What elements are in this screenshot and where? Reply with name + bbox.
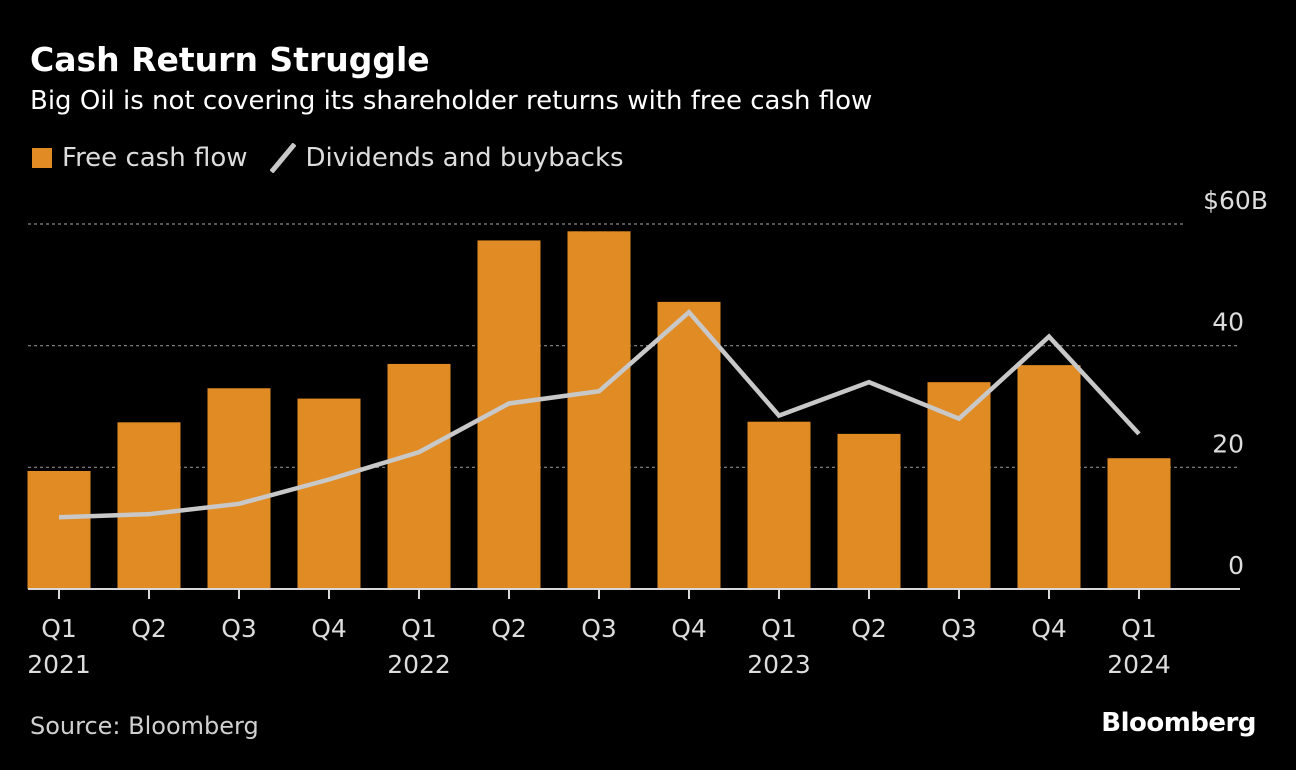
legend-label-dividends: Dividends and buybacks	[305, 143, 624, 173]
legend: Free cash flow Dividends and buybacks	[32, 143, 624, 173]
bar-free-cash-flow-8	[747, 421, 811, 589]
legend-swatch-dividends	[269, 143, 296, 173]
bloomberg-logo: Bloomberg	[1101, 708, 1256, 738]
line-dividends-and-buybacks	[58, 309, 1141, 520]
x-tick-label-quarter-4: Q1	[401, 614, 437, 643]
x-tick-label-year-12: 2024	[1107, 650, 1171, 679]
x-tick-label-year-0: 2021	[27, 650, 91, 679]
bar-free-cash-flow-4	[387, 363, 451, 589]
x-tick-label-year-4: 2022	[387, 650, 451, 679]
x-tick-label-quarter-0: Q1	[41, 614, 77, 643]
x-tick-label-quarter-12: Q1	[1121, 614, 1157, 643]
x-tick-label-quarter-2: Q3	[221, 614, 257, 643]
bar-free-cash-flow-12	[1107, 458, 1171, 589]
bar-free-cash-flow-1	[117, 422, 181, 589]
x-tick-label-quarter-1: Q2	[131, 614, 167, 643]
bar-free-cash-flow-10	[927, 382, 991, 589]
y-tick-label-40: 40	[1212, 308, 1244, 337]
x-tick-label-year-8: 2023	[747, 650, 811, 679]
bar-free-cash-flow-6	[567, 231, 631, 590]
legend-label-free-cash-flow: Free cash flow	[62, 143, 248, 173]
x-tick-label-quarter-10: Q3	[941, 614, 977, 643]
x-tick-label-quarter-7: Q4	[671, 614, 707, 643]
x-tick-label-quarter-11: Q4	[1031, 614, 1067, 643]
x-tick-label-quarter-9: Q2	[851, 614, 887, 643]
bar-free-cash-flow-7	[657, 301, 721, 589]
x-tick-label-quarter-3: Q4	[311, 614, 347, 643]
bar-free-cash-flow-2	[207, 388, 271, 589]
x-tick-label-quarter-6: Q3	[581, 614, 617, 643]
chart-title: Cash Return Struggle	[30, 40, 430, 79]
y-tick-label-60: $60B	[1203, 186, 1268, 215]
bar-free-cash-flow-11	[1017, 365, 1081, 589]
legend-swatch-free-cash-flow	[32, 148, 52, 168]
bar-free-cash-flow-0	[27, 470, 91, 589]
y-tick-label-0: 0	[1228, 551, 1244, 580]
x-tick-label-quarter-8: Q1	[761, 614, 797, 643]
bar-free-cash-flow-3	[297, 398, 361, 589]
x-tick-label-quarter-5: Q2	[491, 614, 527, 643]
source-note: Source: Bloomberg	[30, 712, 259, 740]
chart-subtitle: Big Oil is not covering its shareholder …	[30, 86, 873, 116]
bar-free-cash-flow-9	[837, 433, 901, 589]
y-tick-label-20: 20	[1212, 429, 1244, 458]
